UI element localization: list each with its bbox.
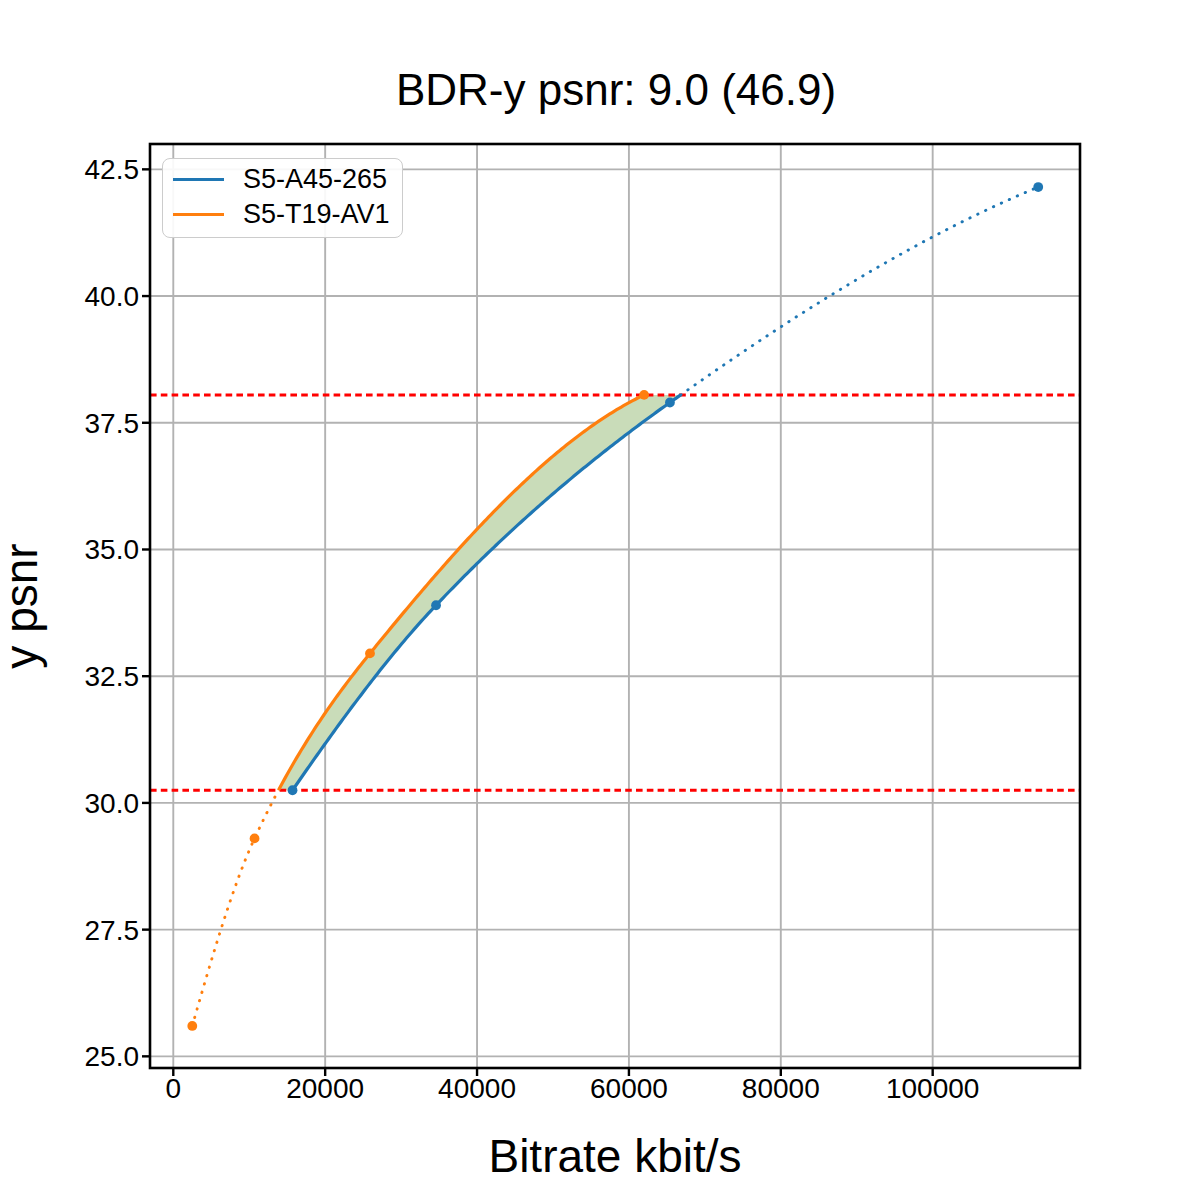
data-point-S5-T19-AV1 xyxy=(365,648,375,658)
x-tick-label: 40000 xyxy=(438,1073,516,1104)
legend-line-sample xyxy=(173,213,224,216)
data-point-S5-A45-265 xyxy=(288,785,298,795)
gridlines xyxy=(150,144,1080,1068)
y-tick-label: 25.0 xyxy=(85,1041,140,1072)
x-tick-label: 100000 xyxy=(886,1073,979,1104)
curve-dotted-S5-T19-AV1 xyxy=(192,790,278,1026)
data-point-S5-T19-AV1 xyxy=(187,1021,197,1031)
legend-item: S5-T19-AV1 xyxy=(173,198,392,230)
y-tick-label: 32.5 xyxy=(85,661,140,692)
bd-fill-polygon xyxy=(278,395,680,790)
data-point-S5-T19-AV1 xyxy=(250,833,260,843)
chart-title: BDR-y psnr: 9.0 (46.9) xyxy=(396,65,836,114)
x-axis-label: Bitrate kbit/s xyxy=(488,1130,741,1182)
x-tick-label: 20000 xyxy=(286,1073,364,1104)
y-tick-label: 27.5 xyxy=(85,915,140,946)
rd-curves xyxy=(192,187,1038,1026)
bd-shaded-region xyxy=(278,395,680,790)
legend-item: S5-A45-265 xyxy=(173,163,392,195)
curve-solid-S5-A45-265 xyxy=(293,395,681,790)
psnr-bound-dashed-lines xyxy=(150,395,1080,790)
legend: S5-A45-265 S5-T19-AV1 xyxy=(162,158,403,238)
curve-dotted-S5-A45-265 xyxy=(681,187,1039,395)
data-point-S5-A45-265 xyxy=(431,600,441,610)
x-tick-label: 0 xyxy=(166,1073,182,1104)
legend-label: S5-T19-AV1 xyxy=(243,201,390,228)
y-tick-label: 37.5 xyxy=(85,408,140,439)
x-tick-label: 80000 xyxy=(742,1073,820,1104)
data-point-markers xyxy=(187,182,1043,1031)
y-tick-label: 40.0 xyxy=(85,281,140,312)
data-point-S5-T19-AV1 xyxy=(639,390,649,400)
axes-spines-ticks xyxy=(142,144,1080,1076)
y-axis-label: y psnr xyxy=(0,543,47,668)
data-point-S5-A45-265 xyxy=(665,398,675,408)
y-tick-label: 42.5 xyxy=(85,154,140,185)
data-point-S5-A45-265 xyxy=(1033,182,1043,192)
x-tick-label: 60000 xyxy=(590,1073,668,1104)
legend-line-sample xyxy=(173,178,224,181)
y-tick-label: 30.0 xyxy=(85,788,140,819)
y-tick-label: 35.0 xyxy=(85,534,140,565)
legend-label: S5-A45-265 xyxy=(243,166,387,193)
